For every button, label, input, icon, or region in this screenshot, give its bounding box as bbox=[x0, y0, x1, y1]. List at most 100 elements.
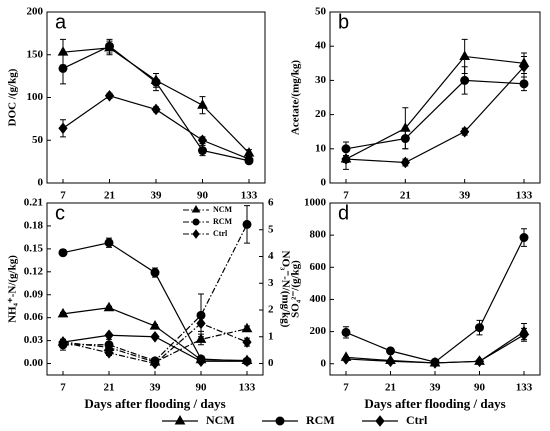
marker bbox=[151, 77, 161, 87]
marker bbox=[198, 146, 207, 156]
marker bbox=[191, 205, 201, 213]
y-tick-label: 0.09 bbox=[24, 288, 44, 300]
marker bbox=[460, 75, 470, 85]
y-tick-label: 0.12 bbox=[24, 265, 44, 277]
marker bbox=[519, 79, 529, 89]
marker bbox=[103, 301, 115, 312]
x-tick-label: 7 bbox=[60, 382, 66, 394]
x-tick-label: 90 bbox=[474, 382, 486, 394]
plot-frame bbox=[46, 202, 264, 376]
y-tick-label: 0.00 bbox=[24, 357, 44, 369]
y-tick-label: 30 bbox=[315, 74, 327, 86]
marker bbox=[519, 329, 529, 341]
marker bbox=[104, 89, 115, 102]
y-tick-label: 200 bbox=[310, 325, 327, 337]
marker bbox=[174, 414, 186, 425]
legend-label: Ctrl bbox=[213, 229, 228, 238]
marker bbox=[104, 329, 114, 342]
legend-label: NCM bbox=[213, 205, 233, 214]
marker bbox=[197, 99, 208, 109]
x-tick-label: 21 bbox=[104, 382, 115, 394]
marker bbox=[375, 415, 385, 427]
series-line bbox=[62, 47, 250, 154]
legend-label: RCM bbox=[306, 413, 335, 427]
series-line bbox=[345, 66, 525, 164]
x-tick-label: 7 bbox=[343, 190, 349, 202]
y-tick-label: 800 bbox=[310, 229, 327, 241]
y-tick-label: 10 bbox=[315, 142, 327, 154]
x-tick-label: 39 bbox=[430, 382, 442, 394]
marker bbox=[241, 322, 253, 333]
marker bbox=[58, 248, 68, 258]
y2-axis-label: NO₃⁻-N/(mg/kg) bbox=[279, 251, 291, 328]
y-tick-label: 1000 bbox=[304, 197, 327, 209]
marker bbox=[150, 330, 160, 343]
y-axis-label: Acetate/(mg/kg) bbox=[290, 60, 302, 135]
marker bbox=[104, 238, 114, 248]
marker bbox=[57, 307, 69, 318]
x-tick-label: 133 bbox=[516, 382, 533, 394]
marker bbox=[430, 357, 440, 369]
y-tick-label: 0.06 bbox=[24, 311, 44, 323]
marker bbox=[460, 125, 470, 138]
x-tick-label: 7 bbox=[60, 190, 66, 202]
x-tick-label: 39 bbox=[151, 190, 163, 202]
x-tick-label: 7 bbox=[343, 382, 349, 394]
y-tick-label: 0.03 bbox=[24, 334, 44, 346]
y-tick-label: 0.18 bbox=[24, 219, 44, 231]
series-line bbox=[62, 45, 250, 162]
series-line bbox=[345, 79, 525, 150]
marker bbox=[149, 320, 161, 330]
y-tick-label: 150 bbox=[27, 48, 44, 60]
marker bbox=[275, 416, 285, 426]
marker bbox=[58, 336, 68, 348]
marker bbox=[400, 156, 410, 169]
y-tick-label: 50 bbox=[32, 134, 44, 146]
panel-label: d bbox=[338, 202, 349, 224]
y-axis-label: NH₄⁺-N/(g/kg) bbox=[7, 255, 19, 323]
marker bbox=[474, 355, 485, 368]
legend-label: NCM bbox=[206, 413, 235, 427]
y-tick-label: 600 bbox=[310, 261, 327, 273]
y-tick-label: 0 bbox=[321, 357, 327, 369]
marker bbox=[151, 103, 161, 116]
marker bbox=[242, 336, 252, 348]
x-tick-label: 39 bbox=[150, 382, 162, 394]
x-tick-label: 90 bbox=[196, 382, 208, 394]
marker bbox=[192, 218, 200, 226]
marker bbox=[58, 63, 68, 73]
y-tick-label: 200 bbox=[27, 6, 44, 18]
legend-label: Ctrl bbox=[406, 413, 428, 427]
marker bbox=[242, 355, 252, 368]
x-tick-label: 90 bbox=[197, 190, 209, 202]
x-axis-label: Days after flooding / days bbox=[364, 396, 505, 411]
marker bbox=[242, 219, 252, 229]
y-tick-label: 0 bbox=[321, 177, 327, 189]
marker bbox=[385, 355, 396, 368]
y2-tick-label: 4 bbox=[268, 250, 274, 262]
legend-label: RCM bbox=[213, 217, 233, 226]
marker bbox=[341, 327, 351, 337]
marker bbox=[195, 333, 207, 343]
y2-tick-label: 0 bbox=[268, 357, 274, 369]
y-tick-label: 50 bbox=[315, 6, 327, 18]
marker bbox=[519, 60, 529, 73]
marker bbox=[459, 50, 471, 60]
x-tick-label: 39 bbox=[459, 190, 471, 202]
x-tick-label: 21 bbox=[385, 382, 396, 394]
x-tick-label: 133 bbox=[241, 190, 258, 202]
marker bbox=[197, 134, 208, 147]
y2-tick-label: 6 bbox=[268, 197, 274, 209]
y2-tick-label: 2 bbox=[268, 304, 274, 316]
marker bbox=[58, 122, 68, 135]
y2-tick-label: 3 bbox=[268, 277, 274, 289]
marker bbox=[105, 41, 114, 51]
marker bbox=[150, 268, 160, 278]
series-line bbox=[62, 242, 248, 362]
y-tick-label: 0 bbox=[38, 177, 44, 189]
x-axis-label: Days after flooding / days bbox=[84, 396, 225, 411]
marker bbox=[341, 353, 351, 365]
marker bbox=[519, 233, 529, 243]
marker bbox=[386, 346, 395, 356]
